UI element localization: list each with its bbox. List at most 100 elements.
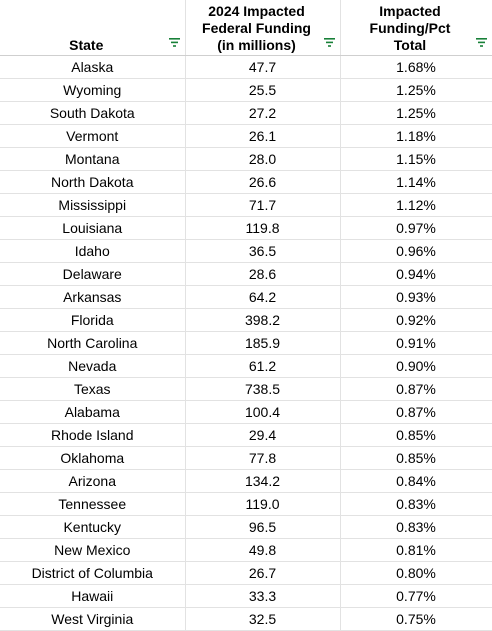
cell-funding[interactable]: 28.6 xyxy=(185,262,341,286)
cell-state[interactable]: North Dakota xyxy=(0,170,186,194)
cell-state[interactable]: Rhode Island xyxy=(0,423,186,447)
cell-funding[interactable]: 36.5 xyxy=(185,239,341,263)
table-row: North Dakota 26.6 1.14% xyxy=(0,170,492,194)
cell-funding[interactable]: 185.9 xyxy=(185,331,341,355)
column-header-label: State xyxy=(69,37,104,53)
cell-funding[interactable]: 71.7 xyxy=(185,193,341,217)
cell-funding[interactable]: 26.1 xyxy=(185,124,341,148)
cell-pct[interactable]: 0.83% xyxy=(340,492,492,516)
cell-funding[interactable]: 29.4 xyxy=(185,423,341,447)
cell-state[interactable]: West Virginia xyxy=(0,607,186,631)
cell-funding[interactable]: 28.0 xyxy=(185,147,341,171)
cell-funding[interactable]: 64.2 xyxy=(185,285,341,309)
cell-pct[interactable]: 0.87% xyxy=(340,400,492,424)
cell-pct[interactable]: 0.84% xyxy=(340,469,492,493)
cell-pct[interactable]: 0.93% xyxy=(340,285,492,309)
cell-state[interactable]: New Mexico xyxy=(0,538,186,562)
cell-state[interactable]: Delaware xyxy=(0,262,186,286)
cell-funding[interactable]: 26.7 xyxy=(185,561,341,585)
cell-state[interactable]: Vermont xyxy=(0,124,186,148)
table-row: Mississippi 71.7 1.12% xyxy=(0,193,492,217)
cell-state[interactable]: Mississippi xyxy=(0,193,186,217)
cell-funding[interactable]: 25.5 xyxy=(185,78,341,102)
column-header-funding[interactable]: 2024 Impacted Federal Funding (in millio… xyxy=(185,0,341,56)
cell-pct[interactable]: 0.77% xyxy=(340,584,492,608)
filter-icon[interactable] xyxy=(475,38,487,47)
table-row: Idaho 36.5 0.96% xyxy=(0,239,492,263)
cell-pct[interactable]: 0.85% xyxy=(340,446,492,470)
cell-pct[interactable]: 0.92% xyxy=(340,308,492,332)
cell-funding[interactable]: 32.5 xyxy=(185,607,341,631)
cell-state[interactable]: Nevada xyxy=(0,354,186,378)
cell-funding[interactable]: 61.2 xyxy=(185,354,341,378)
cell-funding[interactable]: 49.8 xyxy=(185,538,341,562)
table-row: Kentucky 96.5 0.83% xyxy=(0,515,492,539)
cell-funding[interactable]: 398.2 xyxy=(185,308,341,332)
cell-funding[interactable]: 77.8 xyxy=(185,446,341,470)
cell-funding[interactable]: 26.6 xyxy=(185,170,341,194)
cell-pct[interactable]: 0.85% xyxy=(340,423,492,447)
table-row: Montana 28.0 1.15% xyxy=(0,147,492,171)
cell-funding[interactable]: 119.0 xyxy=(185,492,341,516)
table-row: Wyoming 25.5 1.25% xyxy=(0,78,492,102)
table-row: Alabama 100.4 0.87% xyxy=(0,400,492,424)
cell-pct[interactable]: 0.97% xyxy=(340,216,492,240)
cell-state[interactable]: Louisiana xyxy=(0,216,186,240)
table-row: South Dakota 27.2 1.25% xyxy=(0,101,492,125)
cell-state[interactable]: Arizona xyxy=(0,469,186,493)
cell-funding[interactable]: 100.4 xyxy=(185,400,341,424)
table-row: Nevada 61.2 0.90% xyxy=(0,354,492,378)
cell-state[interactable]: South Dakota xyxy=(0,101,186,125)
table-row: Florida 398.2 0.92% xyxy=(0,308,492,332)
table-row: Alaska 47.7 1.68% xyxy=(0,55,492,79)
filter-icon[interactable] xyxy=(323,38,335,47)
cell-state[interactable]: Texas xyxy=(0,377,186,401)
cell-pct[interactable]: 0.87% xyxy=(340,377,492,401)
cell-pct[interactable]: 0.83% xyxy=(340,515,492,539)
cell-pct[interactable]: 1.25% xyxy=(340,78,492,102)
cell-pct[interactable]: 0.90% xyxy=(340,354,492,378)
cell-state[interactable]: Wyoming xyxy=(0,78,186,102)
cell-pct[interactable]: 0.91% xyxy=(340,331,492,355)
cell-funding[interactable]: 27.2 xyxy=(185,101,341,125)
table-row: Arizona 134.2 0.84% xyxy=(0,469,492,493)
table-row: District of Columbia 26.7 0.80% xyxy=(0,561,492,585)
cell-pct[interactable]: 1.25% xyxy=(340,101,492,125)
cell-pct[interactable]: 1.15% xyxy=(340,147,492,171)
column-header-state[interactable]: State xyxy=(0,0,186,56)
cell-funding[interactable]: 134.2 xyxy=(185,469,341,493)
cell-pct[interactable]: 1.68% xyxy=(340,55,492,79)
cell-pct[interactable]: 0.75% xyxy=(340,607,492,631)
cell-pct[interactable]: 0.81% xyxy=(340,538,492,562)
table-row: West Virginia 32.5 0.75% xyxy=(0,607,492,631)
cell-state[interactable]: Alaska xyxy=(0,55,186,79)
cell-funding[interactable]: 33.3 xyxy=(185,584,341,608)
cell-pct[interactable]: 0.94% xyxy=(340,262,492,286)
cell-pct[interactable]: 1.14% xyxy=(340,170,492,194)
cell-funding[interactable]: 47.7 xyxy=(185,55,341,79)
table-row: Oklahoma 77.8 0.85% xyxy=(0,446,492,470)
cell-pct[interactable]: 0.80% xyxy=(340,561,492,585)
cell-state[interactable]: Hawaii xyxy=(0,584,186,608)
cell-state[interactable]: Tennessee xyxy=(0,492,186,516)
filter-icon[interactable] xyxy=(168,38,180,47)
cell-state[interactable]: Kentucky xyxy=(0,515,186,539)
cell-pct[interactable]: 1.12% xyxy=(340,193,492,217)
column-header-label: Impacted Funding/Pct Total xyxy=(369,3,451,53)
cell-funding[interactable]: 96.5 xyxy=(185,515,341,539)
column-header-pct[interactable]: Impacted Funding/Pct Total xyxy=(340,0,492,56)
table-row: Delaware 28.6 0.94% xyxy=(0,262,492,286)
cell-pct[interactable]: 1.18% xyxy=(340,124,492,148)
cell-state[interactable]: District of Columbia xyxy=(0,561,186,585)
cell-pct[interactable]: 0.96% xyxy=(340,239,492,263)
cell-funding[interactable]: 119.8 xyxy=(185,216,341,240)
cell-state[interactable]: Oklahoma xyxy=(0,446,186,470)
cell-funding[interactable]: 738.5 xyxy=(185,377,341,401)
cell-state[interactable]: Arkansas xyxy=(0,285,186,309)
cell-state[interactable]: Alabama xyxy=(0,400,186,424)
cell-state[interactable]: Idaho xyxy=(0,239,186,263)
cell-state[interactable]: North Carolina xyxy=(0,331,186,355)
cell-state[interactable]: Florida xyxy=(0,308,186,332)
cell-state[interactable]: Montana xyxy=(0,147,186,171)
